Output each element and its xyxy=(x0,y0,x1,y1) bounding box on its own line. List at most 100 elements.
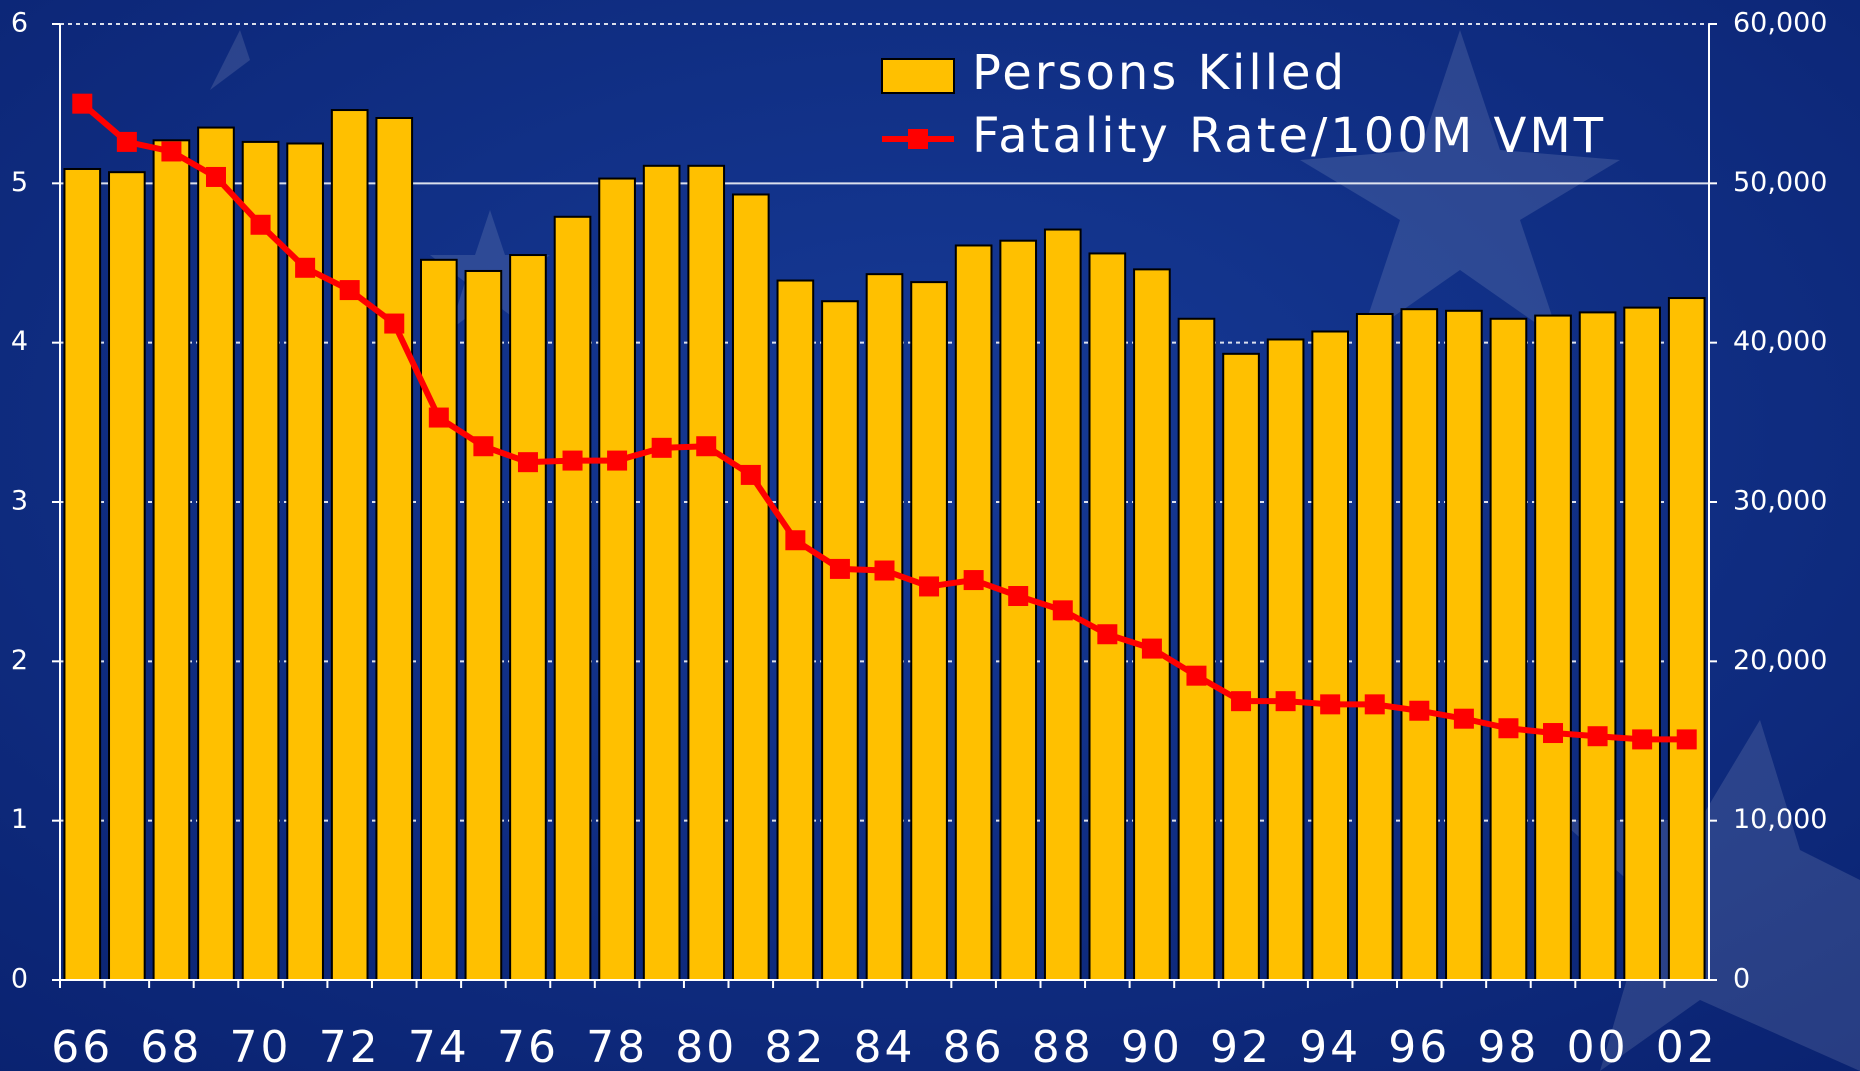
bar xyxy=(642,164,681,982)
x-tick-label: 66 xyxy=(51,1022,113,1071)
legend-label: Persons Killed xyxy=(972,45,1347,101)
bar xyxy=(63,167,102,981)
bar xyxy=(1266,338,1305,982)
line-marker xyxy=(384,313,405,334)
y2-tick-label: 60,000 xyxy=(1733,8,1827,39)
x-tick-label: 74 xyxy=(408,1022,470,1071)
x-tick-label: 96 xyxy=(1388,1022,1450,1071)
line-marker xyxy=(919,576,940,597)
bar xyxy=(241,140,280,981)
line-marker xyxy=(250,214,271,235)
y-tick-label: 2 xyxy=(11,645,28,676)
line-marker xyxy=(1231,691,1252,712)
bar xyxy=(776,279,815,981)
line-marker xyxy=(1320,694,1341,715)
x-tick-label: 88 xyxy=(1032,1022,1094,1071)
x-tick-label: 90 xyxy=(1121,1022,1183,1071)
line-marker xyxy=(295,257,316,278)
line-marker xyxy=(829,558,850,579)
bar xyxy=(598,177,636,981)
legend-label: Fatality Rate/100M VMT xyxy=(972,108,1606,164)
bar xyxy=(108,171,146,981)
bar xyxy=(1489,317,1528,981)
bar xyxy=(419,258,458,981)
bar xyxy=(509,254,547,982)
y-tick-label: 5 xyxy=(11,167,28,198)
line-marker xyxy=(874,560,895,581)
bar xyxy=(152,139,191,981)
line-marker xyxy=(1275,691,1296,712)
x-tick-label: 92 xyxy=(1210,1022,1272,1071)
x-tick-label: 98 xyxy=(1477,1022,1539,1071)
line-marker xyxy=(1097,624,1118,645)
bar xyxy=(1578,311,1617,982)
bar xyxy=(286,142,324,981)
x-tick-label: 76 xyxy=(497,1022,559,1071)
line-marker xyxy=(562,450,583,471)
line-marker xyxy=(740,464,761,485)
x-tick-label: 86 xyxy=(943,1022,1005,1071)
bar xyxy=(1534,314,1572,981)
line-marker xyxy=(1587,726,1608,747)
x-tick-label: 78 xyxy=(586,1022,648,1071)
bar xyxy=(464,269,503,981)
x-tick-label: 84 xyxy=(854,1022,916,1071)
line-marker xyxy=(1676,729,1697,750)
line-marker xyxy=(1008,586,1029,607)
bar xyxy=(999,239,1038,981)
line-marker xyxy=(72,93,93,114)
y-tick-label: 4 xyxy=(11,326,28,357)
x-tick-label: 00 xyxy=(1567,1022,1629,1071)
y2-tick-label: 10,000 xyxy=(1733,804,1827,835)
y-tick-label: 0 xyxy=(11,964,28,995)
line-marker xyxy=(161,141,182,162)
line-marker xyxy=(205,166,226,187)
line-marker xyxy=(517,452,538,473)
y2-tick-label: 40,000 xyxy=(1733,326,1827,357)
bar xyxy=(1311,330,1350,982)
line-marker xyxy=(963,570,984,591)
bar xyxy=(731,193,770,981)
bar xyxy=(1400,308,1439,981)
legend-swatch-marker xyxy=(908,129,928,149)
line-marker xyxy=(1543,723,1564,744)
line-marker xyxy=(1498,718,1519,739)
line-marker xyxy=(1632,729,1653,750)
line-marker xyxy=(473,436,494,457)
line-marker xyxy=(785,530,806,551)
bar xyxy=(1623,306,1661,981)
bar xyxy=(954,244,993,981)
bar xyxy=(1667,297,1706,981)
bar xyxy=(1355,312,1394,981)
bar xyxy=(553,215,592,981)
y2-tick-label: 30,000 xyxy=(1733,486,1827,517)
x-tick-label: 94 xyxy=(1299,1022,1361,1071)
x-tick-label: 82 xyxy=(764,1022,826,1071)
line-marker xyxy=(1141,638,1162,659)
bar xyxy=(865,273,904,981)
line-marker xyxy=(696,436,717,457)
line-marker xyxy=(607,450,628,471)
x-tick-label: 72 xyxy=(319,1022,381,1071)
bar xyxy=(1088,252,1127,981)
bar xyxy=(910,281,948,981)
bar xyxy=(1222,352,1260,981)
line-marker xyxy=(1186,665,1207,686)
x-tick-label: 80 xyxy=(675,1022,737,1071)
bar xyxy=(1177,317,1216,981)
legend-swatch xyxy=(881,58,955,94)
line-marker xyxy=(428,407,449,428)
line-marker xyxy=(1364,694,1385,715)
y2-tick-label: 20,000 xyxy=(1733,645,1827,676)
line-marker xyxy=(1453,708,1474,729)
y2-tick-label: 0 xyxy=(1733,964,1750,995)
line-marker xyxy=(1409,700,1430,721)
y2-tick-label: 50,000 xyxy=(1733,167,1827,198)
y-tick-label: 3 xyxy=(11,486,28,517)
bar xyxy=(687,164,726,982)
x-tick-label: 02 xyxy=(1656,1022,1718,1071)
bar xyxy=(375,117,414,982)
line-marker xyxy=(116,131,137,152)
y-tick-label: 6 xyxy=(11,8,28,39)
